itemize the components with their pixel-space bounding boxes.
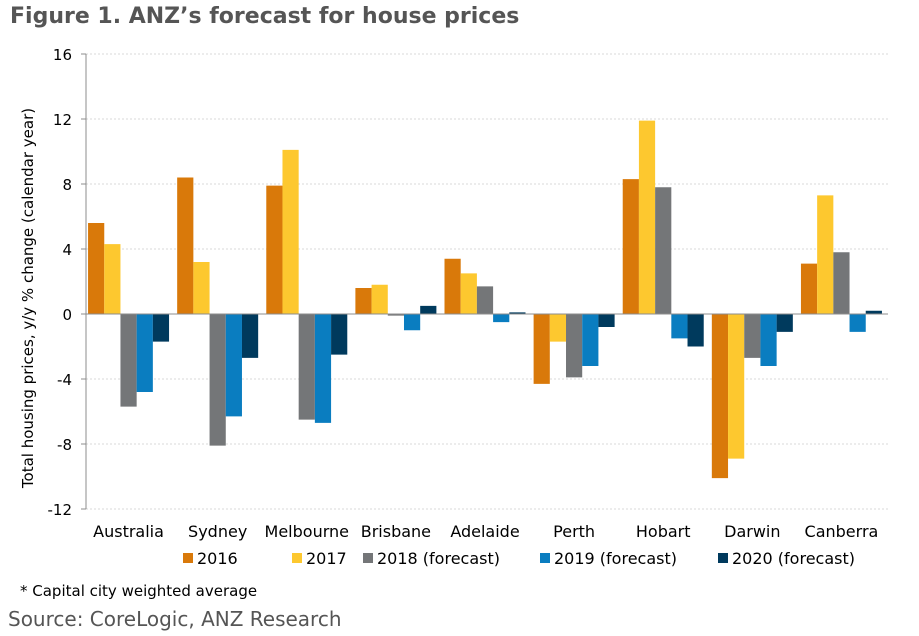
legend-label: 2017: [306, 549, 347, 568]
bar: [622, 179, 639, 314]
bar: [655, 187, 672, 314]
bar: [88, 223, 105, 314]
bar: [241, 314, 259, 358]
y-tick-labels: -12 -8 -4 0 4 8 12 16: [48, 46, 73, 519]
bar: [420, 305, 437, 314]
legend-swatch: [540, 553, 550, 563]
bar: [225, 314, 242, 417]
y-tick-label: 12: [53, 111, 72, 129]
x-tick-labels: Australia Sydney Melbourne Brisbane Adelaide…: [93, 522, 878, 541]
legend-swatch: [363, 553, 373, 563]
bar: [817, 195, 834, 314]
bar: [104, 244, 121, 314]
legend: 2016 2017 2018 (forecast) 2019 (forecast) 20…: [183, 549, 855, 568]
bar: [193, 262, 210, 314]
legend-label: 2020 (forecast): [732, 549, 855, 568]
x-tick-label: Australia: [93, 522, 164, 541]
bar: [760, 314, 777, 366]
y-tick-label: 4: [62, 241, 72, 259]
y-tick-label: -12: [48, 501, 73, 519]
legend-swatch: [183, 553, 193, 563]
x-tick-label: Perth: [553, 522, 595, 541]
y-tick-label: 8: [62, 176, 72, 194]
bar: [120, 314, 137, 407]
bar: [444, 258, 461, 314]
footnote: * Capital city weighted average: [20, 582, 258, 600]
x-tick-label: Canberra: [805, 522, 879, 541]
bar: [744, 314, 761, 358]
bar: [533, 314, 550, 384]
bar: [371, 284, 388, 314]
legend-label: 2019 (forecast): [554, 549, 677, 568]
x-tick-label: Sydney: [188, 522, 247, 541]
bar: [671, 314, 688, 339]
bar: [298, 314, 315, 420]
bar: [493, 314, 510, 323]
bar: [598, 314, 615, 327]
bar: [687, 314, 704, 347]
bar: [566, 314, 583, 378]
y-tick-label: -8: [57, 436, 72, 454]
bar: [355, 288, 372, 314]
figure-title: Figure 1. ANZ’s forecast for house price…: [10, 4, 520, 29]
bar: [266, 185, 283, 314]
bar: [331, 314, 348, 355]
bar: [282, 149, 299, 314]
x-tick-label: Darwin: [724, 522, 780, 541]
bar-chart: -12 -8 -4 0 4 8 12 16 Australia Sydney Melbourne B…: [19, 46, 888, 568]
bar: [549, 314, 567, 342]
y-tick-label: 16: [53, 46, 72, 64]
bar: [509, 312, 526, 314]
bars: [88, 120, 882, 479]
bar: [136, 314, 153, 392]
bar: [314, 314, 332, 423]
bar: [776, 314, 793, 332]
bar: [209, 314, 226, 446]
legend-swatch: [292, 553, 302, 563]
bar: [403, 314, 421, 331]
x-tick-label: Melbourne: [265, 522, 349, 541]
bar: [460, 273, 477, 314]
bar: [865, 310, 882, 314]
y-tick-label: -4: [57, 371, 72, 389]
bar: [582, 314, 599, 366]
bar: [800, 263, 818, 314]
bar: [177, 177, 194, 314]
bar: [833, 252, 850, 314]
legend-label: 2018 (forecast): [377, 549, 500, 568]
x-tick-label: Brisbane: [361, 522, 431, 541]
bar: [728, 314, 745, 459]
y-axis-label: Total housing prices, y/y % change (cale…: [19, 108, 37, 489]
x-tick-label: Hobart: [636, 522, 691, 541]
y-tick-label: 0: [62, 306, 72, 324]
x-tick-label: Adelaide: [450, 522, 519, 541]
bar: [152, 314, 170, 342]
bar: [387, 314, 404, 316]
axes: [81, 53, 888, 510]
legend-swatch: [718, 553, 728, 563]
legend-label: 2016: [197, 549, 238, 568]
bar: [711, 314, 729, 479]
bar: [849, 314, 866, 332]
bar: [638, 120, 656, 314]
source-note: Source: CoreLogic, ANZ Research: [8, 607, 342, 631]
bar: [476, 286, 494, 314]
